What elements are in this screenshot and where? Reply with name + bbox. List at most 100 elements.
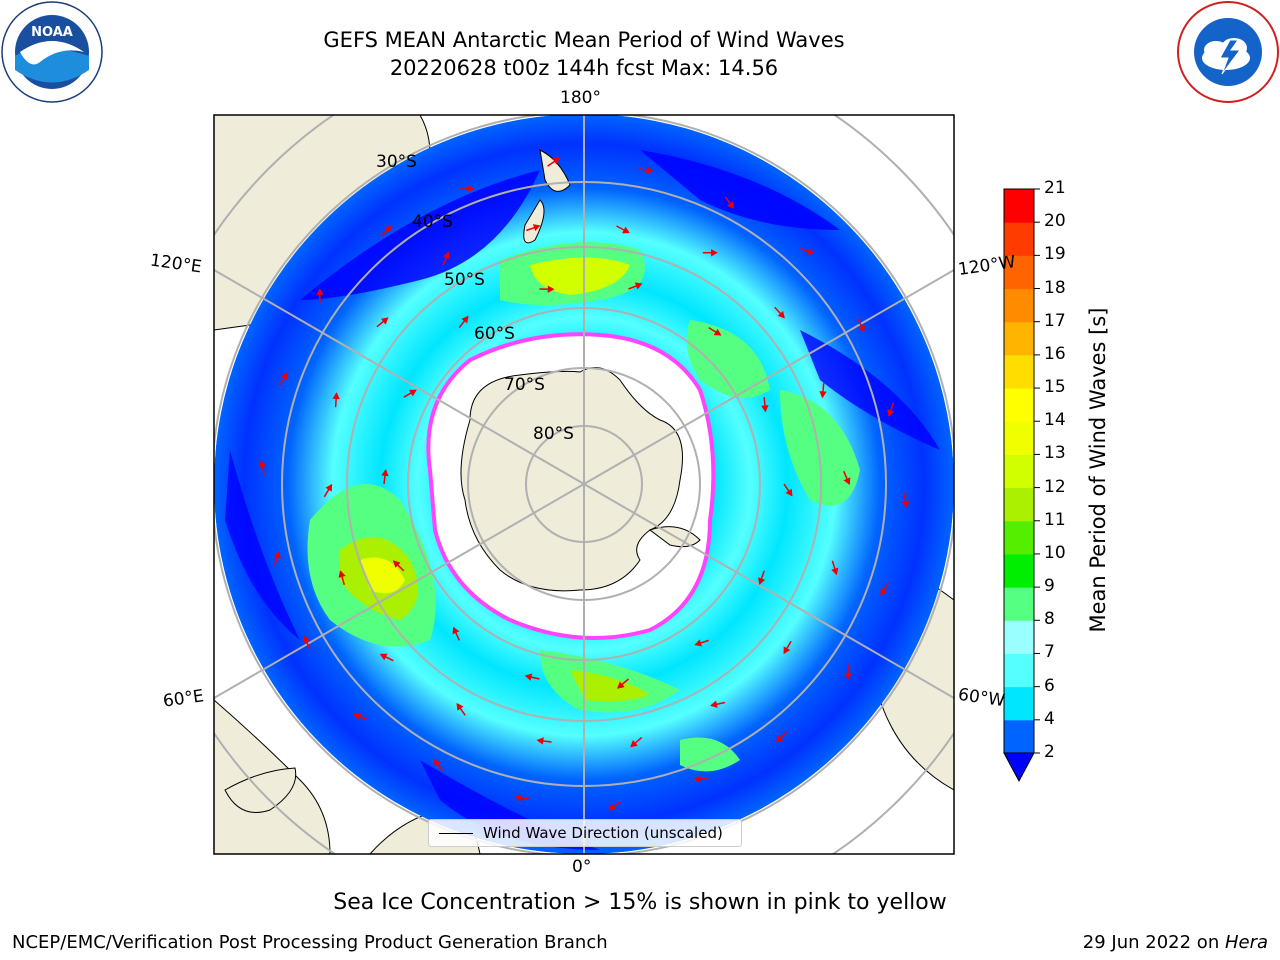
wind-wave-arrowhead (258, 460, 267, 468)
colorbar-swatch (1004, 587, 1034, 621)
map-frame (213, 114, 955, 855)
wind-wave-arrowhead (392, 560, 401, 568)
wind-wave-arrowhead (381, 469, 389, 477)
wind-wave-arrowhead (552, 157, 561, 165)
wind-wave-arrowhead (727, 201, 735, 209)
date-text: 29 Jun 2022 on (1082, 932, 1225, 953)
lat-label-50s: 50°S (444, 270, 485, 290)
colorbar-tick-label: 20 (1044, 211, 1066, 232)
graticule (214, 115, 954, 854)
wind-wave-arrowhead (758, 577, 766, 585)
wind-wave-arrowhead (776, 735, 784, 743)
colorbar-label: Mean Period of Wind Waves [s] (1086, 307, 1110, 633)
lat-label-30s: 30°S (376, 152, 417, 172)
colorbar-swatch (1004, 454, 1034, 489)
wind-wave-arrowhead (710, 248, 718, 257)
wind-wave-arrowhead (379, 653, 388, 661)
colorbar-swatch (1004, 255, 1034, 290)
wind-wave-arrowhead (646, 166, 654, 174)
wind-wave-arrowhead (303, 635, 310, 644)
colorbar-swatch (1004, 620, 1034, 654)
colorbar-tick-label: 21 (1044, 178, 1066, 198)
wind-wave-arrowhead (325, 483, 333, 492)
colorbar-swatch (1004, 321, 1034, 356)
machine-name: Hera (1224, 932, 1268, 953)
colorbar-swatch (1004, 421, 1034, 455)
colorbar-swatch (1004, 354, 1034, 389)
wind-wave-arrowhead (332, 392, 340, 400)
date-stamp: 29 Jun 2022 on Hera (1083, 932, 1268, 953)
noaa-logo: NOAA (1, 1, 103, 103)
wind-wave-arrowhead (514, 794, 522, 802)
wind-wave-arrowhead (273, 551, 281, 559)
svg-text:NOAA: NOAA (31, 25, 73, 40)
wind-wave-arrows (258, 157, 910, 811)
credit-text: NCEP/EMC/Verification Post Processing Pr… (12, 932, 608, 953)
wind-wave-arrowhead (777, 310, 785, 319)
colorbar-tick-label: 7 (1044, 642, 1055, 663)
colorbar-tick-label: 2 (1044, 742, 1055, 762)
lat-label-80s: 80°S (533, 424, 574, 444)
wind-wave-arrowhead (467, 185, 475, 193)
wind-wave-arrowhead (442, 251, 450, 260)
wind-wave-arrowhead (524, 673, 533, 681)
wind-wave-arrowhead (710, 700, 718, 708)
wind-wave-arrowhead (694, 639, 703, 647)
wind-wave-arrowhead (622, 226, 630, 234)
wind-wave-arrowhead (353, 713, 362, 721)
chart-title: GEFS MEAN Antarctic Mean Period of Wind … (323, 28, 845, 52)
colorbar-tick-label: 17 (1044, 310, 1066, 331)
wind-wave-arrowhead (452, 626, 460, 635)
colorbar-swatch (1004, 222, 1034, 256)
new-zealand-land (523, 149, 571, 244)
wind-wave-arrowhead (819, 391, 827, 399)
wind-wave-arrowhead (887, 409, 895, 417)
wind-wave-arrowhead (880, 588, 888, 596)
wind-wave-arrowhead (547, 285, 555, 293)
wind-wave-arrowhead (532, 224, 541, 232)
lat-label-40s: 40°S (412, 212, 453, 232)
wind-wave-arrowhead (384, 225, 392, 233)
wind-wave-arrowhead (783, 646, 791, 655)
wind-wave-arrowhead (280, 372, 288, 380)
wind-wave-arrowhead (634, 282, 643, 290)
colorbar-extend-arrow (1003, 752, 1035, 783)
lon-label-180: 180° (560, 88, 601, 108)
colorbar-frame (1003, 188, 1035, 754)
colorbar-swatch (1004, 520, 1034, 555)
colorbar-tick-label: 6 (1044, 675, 1055, 696)
wind-wave-arrowhead (843, 477, 851, 486)
colorbar-tick-label: 13 (1044, 443, 1066, 464)
colorbar-tick-label: 9 (1044, 576, 1055, 597)
nws-logo (1177, 1, 1279, 103)
wind-wave-arrowhead (433, 759, 441, 767)
colorbar-tick-label: 12 (1044, 476, 1066, 497)
colorbar (1003, 188, 1040, 783)
wind-wave-arrowhead (616, 681, 625, 689)
colorbar-swatch (1004, 189, 1034, 223)
colorbar-tick-label: 10 (1044, 542, 1066, 563)
wind-wave-arrowhead (409, 389, 417, 397)
legend-label: Wind Wave Direction (unscaled) (483, 824, 723, 842)
colorbar-tick-label: 8 (1044, 609, 1055, 630)
wind-wave-arrowhead (338, 570, 346, 578)
wind-wave-arrowhead (901, 500, 910, 508)
colorbar-tick-label: 14 (1044, 410, 1066, 431)
map-legend: Wind Wave Direction (unscaled) (428, 819, 742, 847)
wind-wave-arrowhead (316, 288, 324, 296)
antarctica-land (460, 367, 683, 592)
lon-label-0: 0° (572, 857, 592, 877)
wind-wave-arrowhead (536, 737, 544, 745)
wind-wave-arrowhead (630, 740, 638, 748)
colorbar-tick-label: 4 (1044, 708, 1055, 729)
wind-wave-arrowhead (693, 775, 701, 783)
colorbar-swatch (1004, 719, 1034, 754)
colorbar-tick-label: 11 (1044, 509, 1066, 530)
wind-wave-arrowhead (844, 672, 852, 680)
wind-wave-arrowhead (461, 315, 469, 324)
colorbar-swatch (1004, 487, 1034, 522)
colorbar-swatch (1004, 653, 1034, 688)
wind-wave-arrowhead (785, 488, 793, 497)
wind-wave-arrowhead (858, 324, 865, 333)
lat-label-70s: 70°S (504, 375, 545, 395)
